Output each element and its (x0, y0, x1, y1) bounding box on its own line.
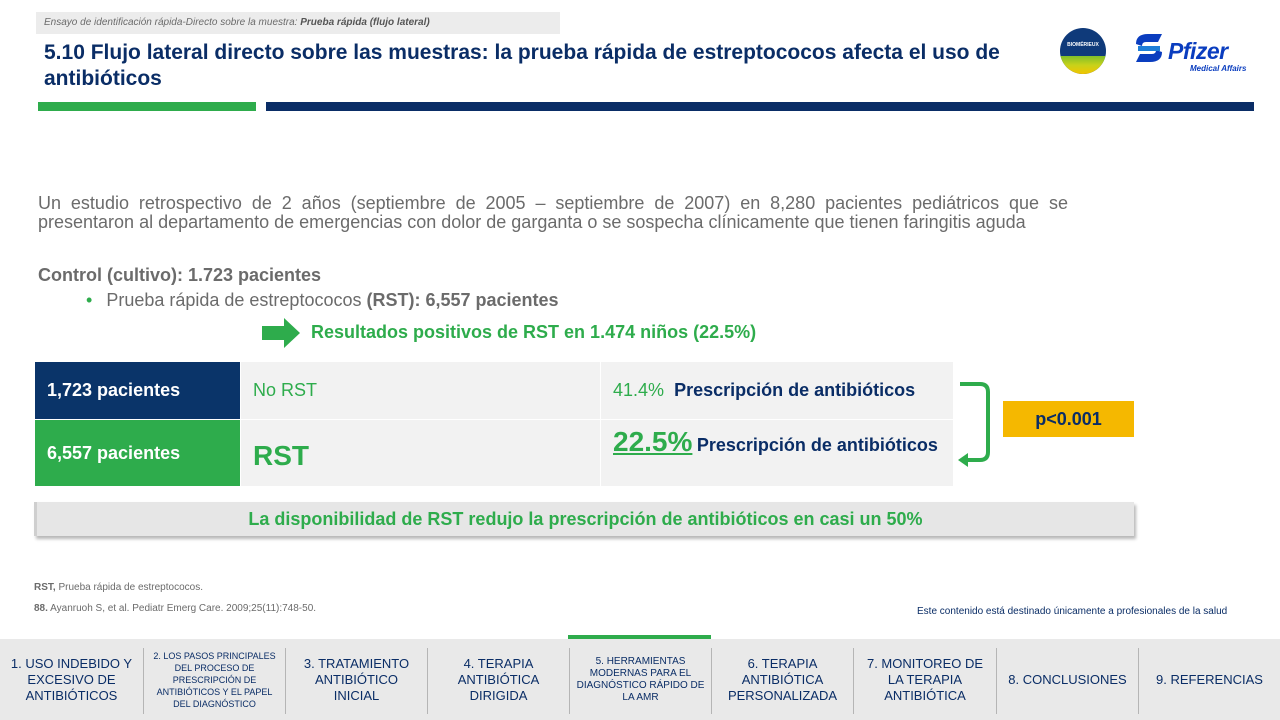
breadcrumb-prefix: Ensayo de identificación rápida-Directo … (44, 17, 298, 28)
row2-rx: Prescripción de antibióticos (696, 435, 938, 455)
biomerieux-logo-text: BIOMÉRIEUX (1067, 42, 1099, 48)
title-divider-blue (266, 102, 1254, 111)
row1-patients: 1,723 pacientes (35, 362, 240, 419)
nav-item-terapia-dirigida[interactable]: 4. TERAPIA ANTIBIÓTICA DIRIGIDA (457, 655, 540, 703)
nav-item-pasos-principales[interactable]: 2. LOS PASOS PRINCIPALES DEL PROCESO DE … (153, 650, 276, 709)
nav-item-tratamiento-inicial[interactable]: 3. TRATAMIENTO ANTIBIÓTICO INICIAL (303, 655, 410, 703)
row2-patients: 6,557 pacientes (35, 420, 240, 486)
rst-group-text: Prueba rápida de estreptococos (106, 290, 362, 310)
section-nav: 1. USO INDEBIDO Y EXCESIVO DE ANTIBIÓTIC… (0, 639, 1280, 720)
breadcrumb-current: Prueba rápida (flujo lateral) (300, 17, 430, 28)
control-group-text: Control (cultivo): 1.723 pacientes (38, 265, 322, 285)
disclaimer: Este contenido está destinado únicamente… (917, 606, 1228, 617)
nav-item-herramientas-modernas[interactable]: 5. HERRAMIENTAS MODERNAS PARA EL DIAGNÓS… (576, 655, 705, 703)
row2-pct: 22.5% (613, 426, 693, 457)
bullet-dot-icon: • (86, 290, 93, 310)
reference-note: 88. Ayanruoh S, et al. Pediatr Emerg Car… (34, 603, 316, 614)
arrow-right-icon (262, 318, 300, 348)
conclusion-banner: La disponibilidad de RST redujo la presc… (34, 502, 1134, 536)
p-value-badge: p<0.001 (1003, 401, 1134, 437)
pfizer-logo: Pfizer Medical Affairs (1132, 28, 1252, 74)
breadcrumb: Ensayo de identificación rápida-Directo … (36, 12, 560, 34)
positive-results-text: Resultados positivos de RST en 1.474 niñ… (311, 322, 757, 342)
abbreviation-term: RST, (34, 582, 56, 593)
reference-number: 88. (34, 603, 48, 614)
row2-outcome: 22.5% Prescripción de antibióticos (601, 420, 953, 486)
nav-item-uso-indebido[interactable]: 1. USO INDEBIDO Y EXCESIVO DE ANTIBIÓTIC… (10, 655, 133, 703)
biomerieux-logo: BIOMÉRIEUX (1060, 28, 1106, 74)
row1-outcome: 41.4% Prescripción de antibióticos (601, 362, 953, 419)
reference-text: Ayanruoh S, et al. Pediatr Emerg Care. 2… (50, 603, 317, 614)
rst-group-bullet: • Prueba rápida de estreptococos (RST): 6… (86, 290, 559, 311)
study-description: Un estudio retrospectivo de 2 años (sept… (38, 193, 1068, 232)
title-divider-green (38, 102, 256, 111)
nav-item-conclusiones[interactable]: 8. CONCLUSIONES (1008, 671, 1127, 687)
abbreviation-note: RST, Prueba rápida de estreptococos. (34, 582, 203, 593)
row1-test: No RST (241, 362, 600, 419)
nav-item-referencias[interactable]: 9. REFERENCIAS (1156, 671, 1263, 687)
page-title: 5.10 Flujo lateral directo sobre las mue… (44, 41, 1000, 90)
results-table: 1,723 pacientes No RST 41.4% Prescripció… (35, 362, 953, 486)
rst-group-count: (RST): 6,557 pacientes (366, 290, 559, 310)
nav-item-terapia-personalizada[interactable]: 6. TERAPIA ANTIBIÓTICA PERSONALIZADA (727, 655, 838, 703)
pfizer-mark-icon (1136, 34, 1162, 62)
row2-test: RST (241, 420, 600, 486)
nav-item-monitoreo[interactable]: 7. MONITOREO DE LA TERAPIA ANTIBIÓTICA (866, 655, 984, 703)
pfizer-wordmark: Pfizer (1168, 38, 1228, 64)
row1-rx: Prescripción de antibióticos (674, 380, 916, 400)
row1-pct: 41.4% (613, 380, 665, 400)
pfizer-subtitle: Medical Affairs (1190, 64, 1247, 73)
comparison-bracket-icon (958, 382, 990, 467)
abbreviation-definition: Prueba rápida de estreptococos. (58, 582, 203, 593)
